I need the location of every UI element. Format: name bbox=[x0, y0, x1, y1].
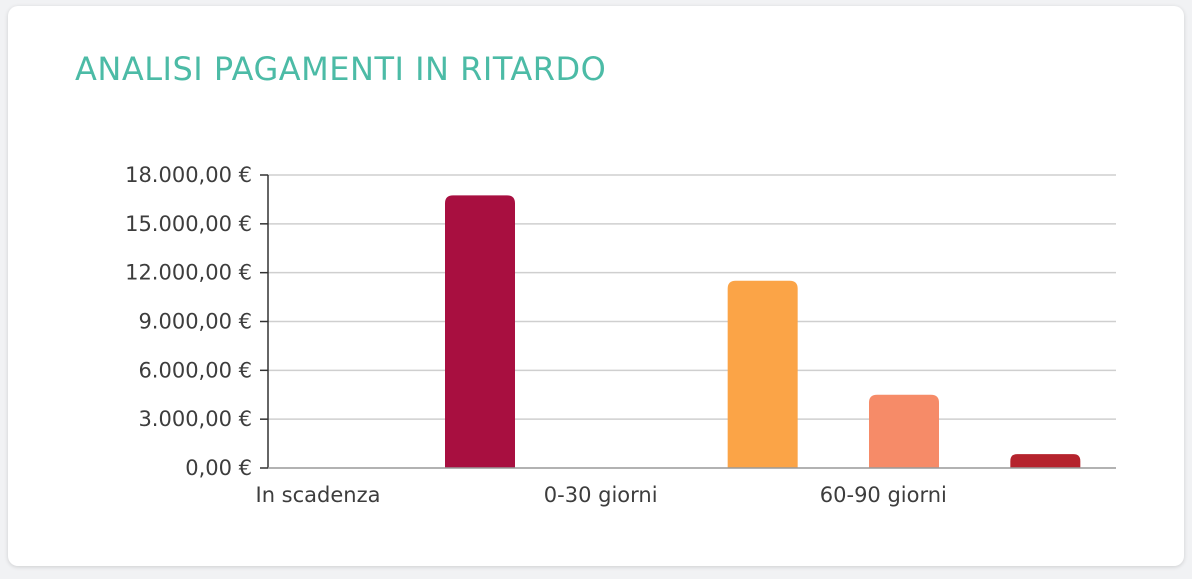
x-tick-label: In scadenza bbox=[256, 483, 381, 507]
y-tick-label: 15.000,00 € bbox=[125, 212, 252, 236]
y-tick-label: 18.000,00 € bbox=[125, 163, 252, 187]
chart-card: ANALISI PAGAMENTI IN RITARDO 0,00 € 3.000… bbox=[8, 6, 1184, 566]
chart-title: ANALISI PAGAMENTI IN RITARDO bbox=[75, 50, 607, 88]
bars bbox=[445, 195, 1081, 468]
y-tick-label: 0,00 € bbox=[185, 456, 252, 480]
bar[interactable] bbox=[1010, 454, 1081, 468]
x-tick-label: 60-90 giorni bbox=[820, 483, 947, 507]
x-tick-label: 0-30 giorni bbox=[544, 483, 658, 507]
y-tick-label: 6.000,00 € bbox=[138, 358, 252, 382]
y-tick-label: 9.000,00 € bbox=[138, 310, 252, 334]
bar[interactable] bbox=[869, 394, 939, 468]
gridlines bbox=[268, 174, 1116, 420]
y-tick-label: 12.000,00 € bbox=[125, 261, 252, 285]
labels: 0,00 € 3.000,00 € 6.000,00 € 9.000,00 € 12.0… bbox=[125, 163, 947, 507]
bar-chart: 0,00 € 3.000,00 € 6.000,00 € 9.000,00 € 12.0… bbox=[125, 163, 1116, 507]
y-tick-label: 3.000,00 € bbox=[138, 407, 252, 431]
bar[interactable] bbox=[727, 280, 798, 468]
axes bbox=[260, 174, 1116, 469]
bar[interactable] bbox=[445, 195, 515, 468]
